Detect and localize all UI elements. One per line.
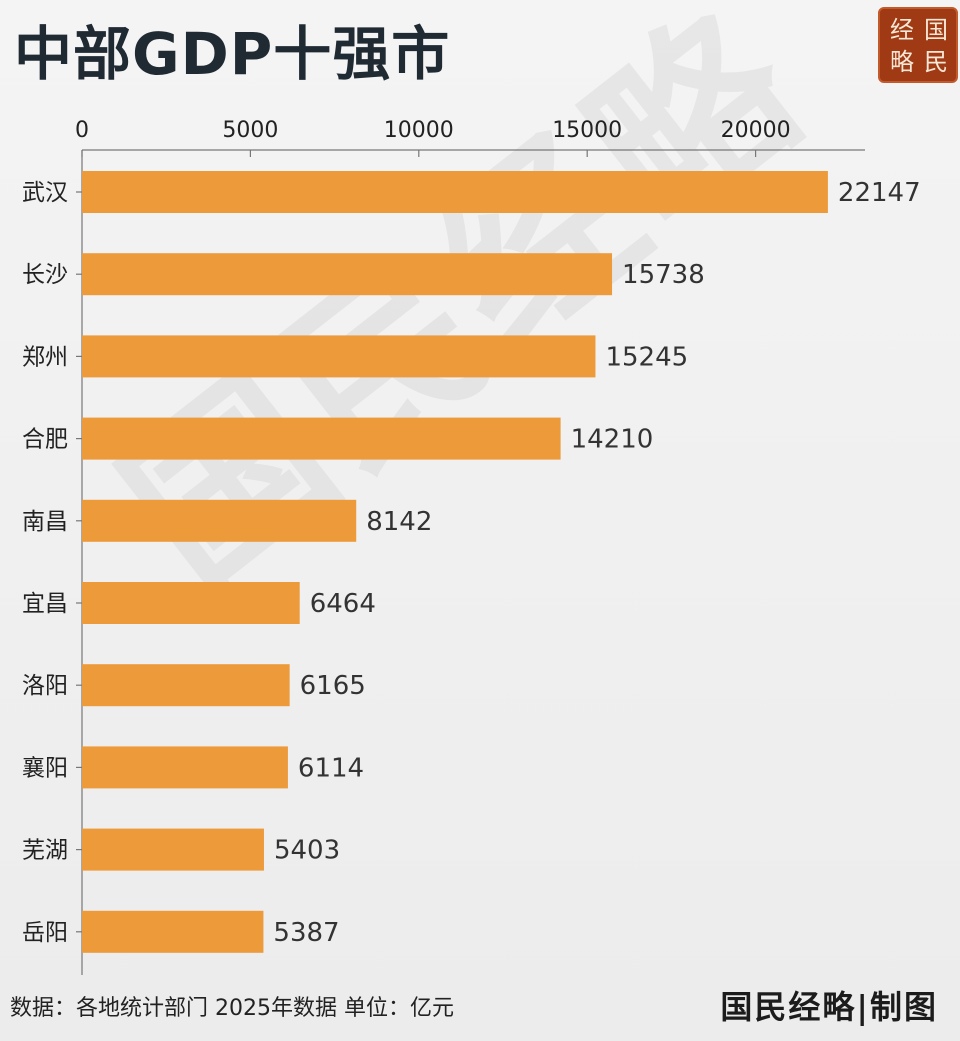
category-label: 合肥: [22, 427, 68, 453]
data-label: 6114: [298, 753, 364, 783]
data-label: 15245: [605, 342, 688, 372]
category-label: 襄阳: [22, 755, 68, 781]
bar: [82, 171, 828, 213]
category-label: 岳阳: [22, 920, 68, 946]
bar: [82, 335, 596, 378]
x-tick-label: 15000: [552, 118, 622, 143]
bar: [82, 582, 300, 624]
bar: [82, 253, 613, 296]
seal-char: 民: [924, 48, 948, 76]
x-tick-label: 10000: [384, 118, 454, 143]
category-label: 郑州: [22, 344, 68, 370]
data-label: 14210: [571, 425, 654, 455]
data-label: 6464: [310, 589, 376, 619]
category-label: 洛阳: [22, 673, 68, 699]
category-label: 长沙: [22, 262, 68, 288]
seal-char: 国: [924, 16, 948, 44]
category-label: 武汉: [22, 180, 68, 206]
bar: [82, 499, 357, 542]
data-label: 5403: [274, 836, 340, 866]
page-title: 中部GDP十强市: [14, 20, 451, 88]
bar: [82, 746, 288, 789]
category-label: 宜昌: [22, 591, 68, 617]
bar: [82, 664, 290, 707]
footer-brand: 国民经略|制图: [720, 988, 938, 1026]
data-label: 15738: [622, 260, 705, 290]
x-tick-label: 20000: [721, 118, 791, 143]
bar: [82, 828, 264, 871]
x-tick-label: 0: [75, 118, 89, 143]
data-label: 5387: [273, 918, 339, 948]
seal-char: 略: [890, 48, 914, 76]
bar: [82, 417, 561, 460]
bar: [82, 910, 264, 953]
data-label: 8142: [366, 507, 432, 537]
category-label: 芜湖: [22, 838, 68, 864]
seal-char: 经: [890, 16, 914, 44]
data-label: 6165: [300, 671, 366, 701]
data-label: 22147: [838, 178, 921, 208]
category-label: 南昌: [22, 509, 68, 535]
data-source-note: 数据：各地统计部门 2025年数据 单位：亿元: [10, 996, 454, 1021]
x-tick-label: 5000: [222, 118, 278, 143]
brand-seal-logo: 经 国 略 民: [878, 7, 958, 83]
